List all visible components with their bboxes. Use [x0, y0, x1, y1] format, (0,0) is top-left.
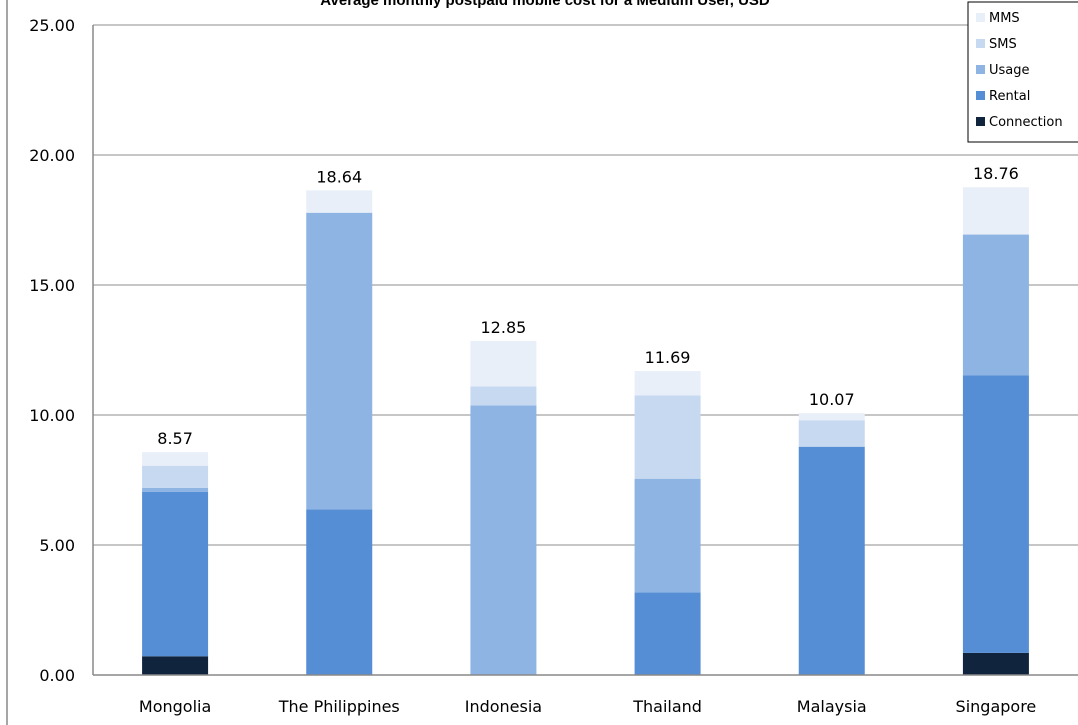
total-label: 8.57: [157, 429, 193, 448]
bar-segment-usage: [142, 487, 209, 492]
y-tick-label: 0.00: [39, 666, 75, 685]
legend-swatch: [976, 117, 985, 126]
legend-label: Usage: [989, 63, 1030, 78]
legend-label: SMS: [989, 37, 1017, 52]
x-tick-label: Mongolia: [139, 697, 211, 716]
x-axis-labels: Mongolia The Philippines Indonesia Thailand…: [139, 697, 1036, 716]
bar-segment-connection: [142, 656, 209, 675]
y-axis-ticks: 0.00 5.00 10.00 15.00 20.00 25.00: [29, 16, 75, 685]
legend-swatch: [976, 91, 985, 100]
x-tick-label: Indonesia: [465, 697, 542, 716]
bar-segment-connection: [962, 652, 1029, 675]
bar-segment-mms: [470, 340, 537, 387]
gridlines: [93, 24, 1078, 546]
bar-segment-mms: [798, 413, 865, 421]
bar-segment-sms: [634, 395, 701, 479]
bar-segment-sms: [470, 386, 537, 406]
bar-segment-mms: [634, 371, 701, 396]
bar-segment-sms: [142, 465, 209, 488]
total-label: 11.69: [645, 348, 691, 367]
total-label: 18.64: [316, 167, 362, 186]
bar-segment-rental: [142, 491, 209, 657]
y-tick-label: 20.00: [29, 146, 75, 165]
total-label: 10.07: [809, 390, 855, 409]
bar-segment-mms: [142, 452, 209, 466]
legend-swatch: [976, 13, 985, 22]
legend-label: MMS: [989, 11, 1020, 26]
bar-segment-rental: [306, 509, 373, 675]
x-tick-label: Singapore: [956, 697, 1037, 716]
legend-box: [967, 1, 1078, 143]
bar-segment-rental: [798, 446, 865, 675]
bar-segment-usage: [962, 234, 1029, 376]
bar-segment-mms: [306, 190, 373, 213]
total-label: 12.85: [481, 318, 527, 337]
total-labels: 8.57 18.64 12.85 11.69 10.07 18.76: [157, 164, 1019, 448]
x-tick-label: Thailand: [632, 697, 702, 716]
legend-swatch: [976, 65, 985, 74]
legend-swatch: [976, 39, 985, 48]
bar-segment-mms: [962, 187, 1029, 235]
chart-title: Average monthly postpaid mobile cost for…: [320, 0, 770, 9]
bar-segment-usage: [306, 212, 373, 510]
legend: MMS SMS Usage Rental Connection: [967, 1, 1078, 143]
bars: [142, 187, 1029, 675]
legend-label: Connection: [989, 115, 1063, 130]
total-label: 18.76: [973, 164, 1019, 183]
bar-segment-usage: [634, 478, 701, 593]
bar-segment-sms: [798, 420, 865, 447]
bar-segment-rental: [634, 592, 701, 675]
bar-segment-rental: [962, 375, 1029, 653]
x-tick-label: Malaysia: [797, 697, 867, 716]
y-tick-label: 5.00: [39, 536, 75, 555]
x-tick-label: The Philippines: [278, 697, 400, 716]
y-tick-label: 15.00: [29, 276, 75, 295]
legend-label: Rental: [989, 89, 1030, 104]
y-tick-label: 10.00: [29, 406, 75, 425]
bar-segment-usage: [470, 405, 537, 675]
y-tick-label: 25.00: [29, 16, 75, 35]
